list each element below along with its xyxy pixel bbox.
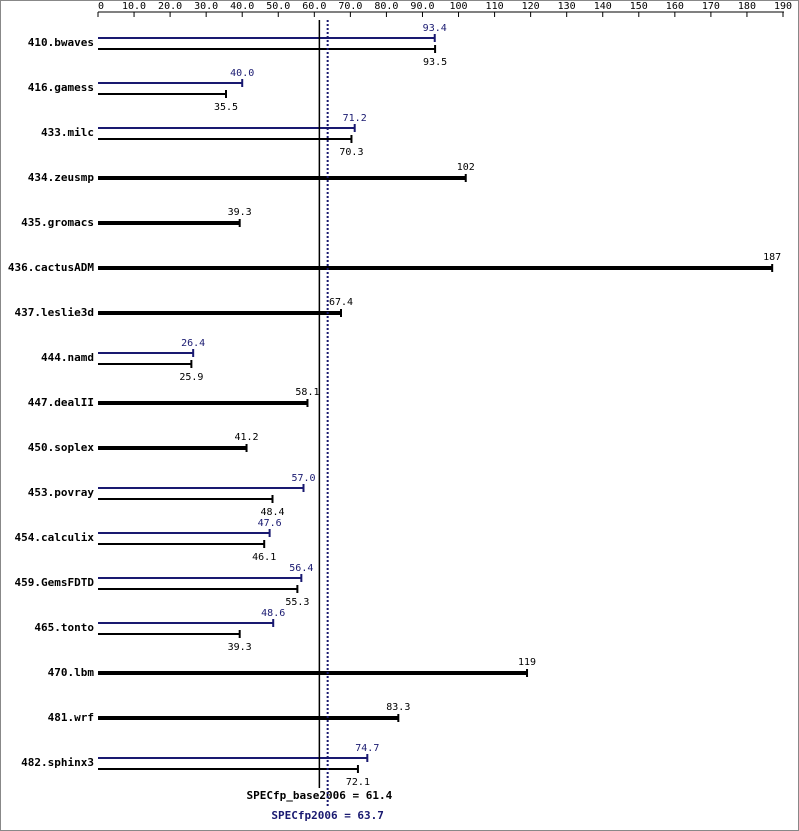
value-label: 74.7	[355, 743, 379, 754]
value-label: 187	[763, 252, 781, 263]
value-label: 93.4	[423, 23, 447, 34]
category-label: 470.lbm	[48, 666, 95, 679]
x-tick-label: 0	[98, 1, 104, 12]
value-label: 48.6	[261, 608, 285, 619]
value-label: 58.1	[295, 387, 319, 398]
x-tick-label: 170	[702, 1, 720, 12]
value-label: 40.0	[230, 68, 254, 79]
value-label: 26.4	[181, 338, 205, 349]
x-tick-label: 10.0	[122, 1, 146, 12]
x-tick-label: 110	[486, 1, 504, 12]
category-label: 444.namd	[41, 351, 94, 364]
x-tick-label: 160	[666, 1, 684, 12]
x-tick-label: 180	[738, 1, 756, 12]
category-label: 459.GemsFDTD	[15, 576, 95, 589]
x-tick-label: 140	[594, 1, 612, 12]
category-label: 410.bwaves	[28, 36, 94, 49]
x-tick-label: 90.0	[410, 1, 434, 12]
x-tick-label: 30.0	[194, 1, 218, 12]
value-label: 46.1	[252, 552, 276, 563]
value-label: 56.4	[289, 563, 313, 574]
value-label: 41.2	[234, 432, 258, 443]
x-tick-label: 40.0	[230, 1, 254, 12]
value-label: 71.2	[343, 113, 367, 124]
value-label: 57.0	[291, 473, 315, 484]
value-label: 72.1	[346, 777, 370, 788]
x-tick-label: 150	[630, 1, 648, 12]
x-tick-label: 100	[449, 1, 467, 12]
value-label: 102	[457, 162, 475, 173]
category-label: 435.gromacs	[21, 216, 94, 229]
x-tick-label: 70.0	[338, 1, 362, 12]
category-label: 482.sphinx3	[21, 756, 94, 769]
value-label: 39.3	[228, 207, 252, 218]
value-label: 119	[518, 657, 536, 668]
value-label: 55.3	[285, 597, 309, 608]
x-tick-label: 130	[558, 1, 576, 12]
category-label: 437.leslie3d	[15, 306, 94, 319]
category-label: 433.milc	[41, 126, 94, 139]
x-tick-label: 60.0	[302, 1, 326, 12]
x-tick-label: 80.0	[374, 1, 398, 12]
value-label: 83.3	[386, 702, 410, 713]
reference-label: SPECfp_base2006 = 61.4	[247, 789, 393, 802]
value-label: 47.6	[258, 518, 282, 529]
value-label: 25.9	[179, 372, 203, 383]
value-label: 35.5	[214, 102, 238, 113]
category-label: 450.soplex	[28, 441, 95, 454]
category-label: 434.zeusmp	[28, 171, 95, 184]
x-tick-label: 190	[774, 1, 792, 12]
value-label: 39.3	[228, 642, 252, 653]
x-tick-label: 50.0	[266, 1, 290, 12]
x-tick-label: 120	[522, 1, 540, 12]
category-label: 453.povray	[28, 486, 95, 499]
category-label: 454.calculix	[15, 531, 95, 544]
category-label: 447.dealII	[28, 396, 94, 409]
reference-label: SPECfp2006 = 63.7	[271, 809, 384, 822]
category-label: 481.wrf	[48, 711, 94, 724]
x-tick-label: 20.0	[158, 1, 182, 12]
category-label: 465.tonto	[34, 621, 94, 634]
value-label: 48.4	[260, 507, 284, 518]
value-label: 93.5	[423, 57, 447, 68]
category-label: 436.cactusADM	[8, 261, 94, 274]
value-label: 67.4	[329, 297, 353, 308]
value-label: 70.3	[339, 147, 363, 158]
category-label: 416.gamess	[28, 81, 94, 94]
